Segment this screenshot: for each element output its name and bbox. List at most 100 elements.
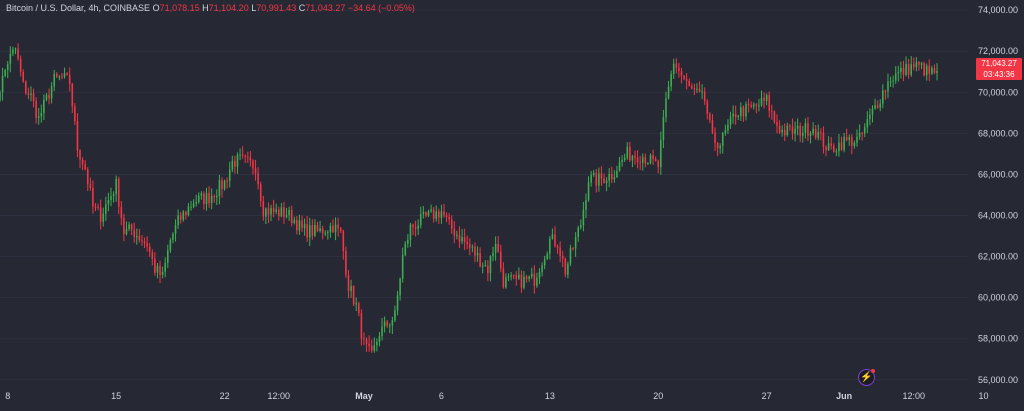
y-tick-label: 60,000.00 (978, 293, 1018, 303)
candle-body (332, 225, 334, 233)
candle-body (283, 207, 285, 217)
candle-body (321, 228, 324, 234)
candle-body (902, 67, 905, 75)
candle-body (869, 114, 871, 120)
candle-body (192, 203, 195, 207)
candle-body (801, 132, 804, 137)
candle-body (737, 115, 740, 118)
candle-body (476, 252, 479, 256)
candle-body (102, 213, 105, 222)
candle-body (399, 278, 401, 296)
candle-body (574, 236, 577, 249)
candle-body (136, 236, 138, 238)
candle-body (851, 137, 853, 146)
high-label: H (202, 3, 209, 13)
candle-body (210, 195, 213, 204)
candle-body (311, 225, 314, 236)
candle-body (53, 73, 56, 87)
candle-body (161, 271, 164, 275)
candle-body (623, 157, 626, 160)
candle-body (179, 215, 182, 220)
candle-body (752, 104, 755, 107)
candle-body (404, 243, 407, 255)
candle-body (151, 252, 154, 260)
candle-body (187, 206, 190, 215)
candle-body (771, 110, 773, 112)
candle-body (572, 248, 574, 250)
candle-body (208, 193, 210, 204)
candle-body (693, 88, 696, 90)
candle-body (703, 91, 706, 102)
candle-body (763, 97, 765, 101)
candle-body (716, 142, 719, 149)
candle-body (652, 154, 654, 159)
candle-body (556, 245, 559, 248)
candle-body (345, 251, 347, 275)
candle-body (352, 286, 355, 305)
candle-body (84, 164, 86, 170)
candle-body (200, 193, 203, 196)
candle-body (481, 265, 484, 267)
candle-body (37, 116, 40, 118)
candle-body (19, 58, 22, 72)
x-tick-label: 13 (545, 391, 555, 401)
y-tick-label: 56,000.00 (978, 375, 1018, 385)
candle-body (138, 236, 141, 241)
candle-body (755, 104, 758, 106)
candle-body (698, 88, 701, 92)
x-tick-label: 12:00 (903, 391, 926, 401)
candle-body (569, 248, 572, 264)
candle-body (879, 103, 882, 108)
candle-body (360, 313, 363, 339)
candle-body (0, 92, 1, 101)
candle-body (923, 63, 925, 76)
candle-body (497, 243, 499, 252)
candle-body (631, 155, 634, 161)
candle-body (799, 125, 802, 137)
candle-body (512, 275, 515, 277)
candle-body (809, 133, 812, 136)
candle-body (275, 209, 278, 212)
candle-body (445, 215, 448, 218)
candle-body (660, 139, 662, 168)
candle-body (339, 228, 342, 231)
candle-body (783, 130, 786, 136)
candle-body (45, 95, 48, 100)
candle-body (931, 68, 933, 74)
candle-body (894, 73, 897, 81)
candle-body (745, 104, 747, 117)
candle-body (933, 68, 936, 73)
candle-body (742, 107, 745, 117)
y-tick-label: 68,000.00 (978, 128, 1018, 138)
candle-body (239, 154, 241, 156)
candle-body (58, 76, 61, 78)
candle-body (6, 63, 9, 70)
candle-body (830, 143, 832, 146)
candle-body (154, 259, 156, 273)
candle-body (48, 95, 50, 99)
candle-body (355, 303, 358, 305)
symbol-legend: Bitcoin / U.S. Dollar, 4h, COINBASE O71,… (6, 3, 415, 13)
lightning-icon[interactable]: ⚡ (858, 369, 875, 386)
candle-body (419, 214, 422, 226)
candle-body (290, 209, 293, 224)
candle-body (438, 211, 440, 218)
candle-body (920, 63, 923, 65)
candle-body (856, 136, 858, 143)
candle-body (110, 196, 112, 200)
candle-body (505, 277, 507, 288)
candle-body (66, 73, 68, 75)
candle-body (61, 76, 63, 78)
candle-body (670, 74, 672, 87)
candle-body (685, 79, 688, 81)
candle-body (827, 143, 830, 151)
candle-body (618, 162, 621, 171)
candle-body (812, 128, 814, 134)
y-tick-label: 72,000.00 (978, 46, 1018, 56)
candle-body (391, 320, 394, 326)
candle-body (848, 137, 851, 140)
candle-body (342, 230, 345, 252)
candle-body (308, 225, 311, 238)
